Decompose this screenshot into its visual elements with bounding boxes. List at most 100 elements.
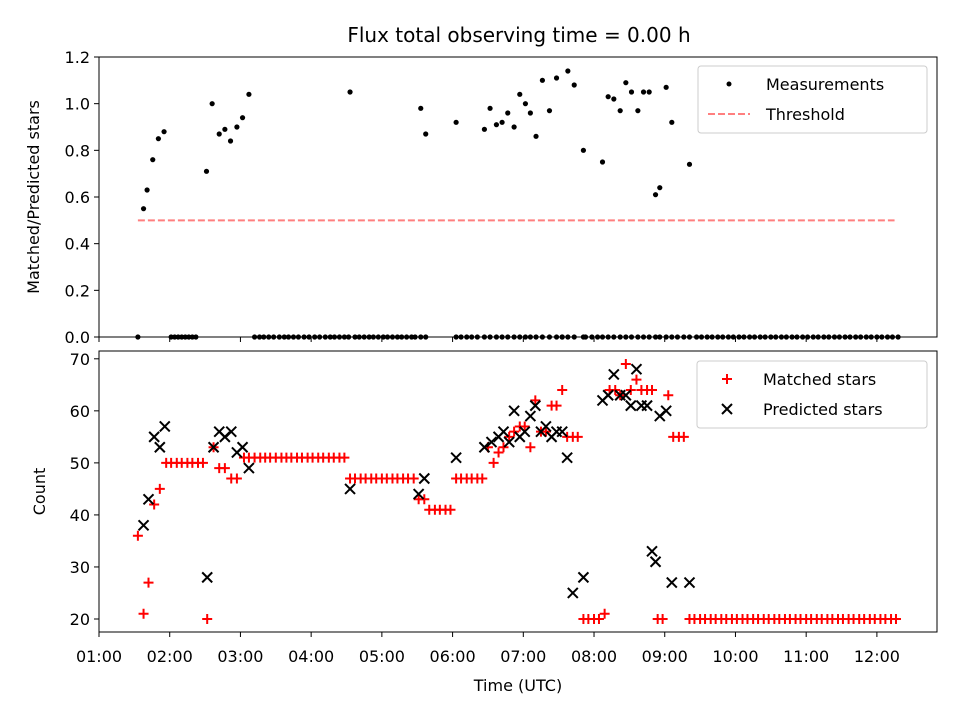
measurement-point — [580, 147, 587, 153]
measurement-point — [150, 157, 156, 163]
x-tick-label: 01:00 — [76, 647, 122, 666]
measurement-point — [646, 89, 652, 95]
x-tick-label: 02:00 — [147, 647, 193, 666]
predicted-star-point — [608, 368, 620, 381]
bottom-y-tick-label: 70 — [70, 350, 90, 369]
bottom-x-ticks: 01:00 02:00 03:00 04:00 05:00 06:00 07:00 08:00… — [76, 632, 900, 666]
top-x-ticks — [98, 337, 878, 342]
matched-star-point — [149, 499, 160, 510]
top-y-tick-label: 1.0 — [65, 95, 90, 114]
bottom-y-ticks: 20 30 40 50 60 70 — [70, 350, 99, 629]
predicted-star-point — [524, 410, 537, 422]
bottom-y-tick-label: 20 — [70, 610, 90, 629]
bottom-plot-marks — [132, 359, 901, 624]
bottom-legend: Matched stars Predicted stars — [696, 360, 928, 429]
matched-star-point — [519, 421, 530, 432]
measurement-point — [669, 119, 675, 125]
measurement-point — [617, 108, 623, 114]
bottom-axes-frame — [98, 350, 938, 633]
measurement-point — [623, 80, 629, 86]
matched-star-point — [551, 400, 562, 411]
matched-star-point — [509, 426, 520, 437]
measurement-point — [511, 124, 517, 130]
measurement-point — [239, 115, 246, 121]
matched-star-point — [631, 374, 642, 385]
predicted-star-point — [620, 389, 632, 401]
matched-star-point — [231, 473, 242, 484]
matched-star-point — [657, 613, 668, 624]
measurement-point — [222, 126, 228, 132]
matched-star-point — [557, 385, 568, 396]
measurement-point — [155, 136, 162, 142]
predicted-star-point — [683, 576, 696, 589]
x-tick-label: 03:00 — [217, 647, 263, 666]
measurement-point — [599, 159, 606, 165]
measurement-point — [522, 101, 529, 107]
measurement-point — [216, 131, 222, 137]
predicted-star-point — [412, 488, 425, 500]
matched-star-point — [572, 431, 583, 442]
matched-star-point — [678, 431, 689, 442]
bottom-y-tick-label: 60 — [70, 402, 90, 421]
top-y-tick-label: 0.6 — [65, 188, 90, 207]
measurement-point — [565, 68, 571, 74]
measurement-point — [144, 187, 150, 193]
predicted-star-point — [529, 399, 542, 412]
predicted-star-point — [567, 587, 579, 599]
top-y-tick-label: 1.2 — [65, 48, 90, 67]
predicted-star-point — [225, 425, 237, 438]
measurement-point — [652, 192, 659, 198]
predicted-star-point — [142, 493, 155, 506]
measurement-point — [571, 82, 577, 88]
predicted-star-point — [508, 405, 520, 417]
x-tick-label: 12:00 — [854, 647, 900, 666]
predicted-star-point — [497, 425, 510, 438]
predicted-star-point — [154, 441, 166, 453]
predicted-star-point — [159, 420, 171, 433]
matched-star-point — [493, 447, 504, 458]
top-y-tick-label: 0.8 — [65, 141, 90, 160]
measurement-point — [605, 94, 611, 100]
matched-star-point — [498, 442, 509, 453]
predicted-star-point — [201, 571, 213, 584]
bottom-y-tick-label: 30 — [70, 558, 90, 577]
top-legend: Measurements Threshold — [697, 65, 928, 134]
matched-star-point — [593, 613, 604, 624]
measurement-point — [553, 75, 560, 81]
matched-star-point — [339, 452, 350, 463]
top-panel: 0.0 0.2 0.4 0.6 0.8 1.0 1.2 Matched/Predicted … — [24, 48, 938, 347]
legend-label-measurements: Measurements — [766, 75, 884, 94]
top-y-tick-label: 0.2 — [65, 281, 90, 300]
matched-star-point — [143, 577, 154, 588]
predicted-star-point — [485, 436, 498, 448]
measurement-point — [499, 119, 505, 125]
predicted-star-point — [602, 389, 614, 401]
predicted-star-point — [630, 363, 643, 375]
measurement-point — [635, 108, 641, 114]
bottom-y-tick-label: 50 — [70, 454, 90, 473]
legend-marker-measurements — [726, 81, 732, 87]
predicted-star-point — [666, 576, 678, 589]
x-tick-label: 11:00 — [783, 647, 829, 666]
matched-star-point — [477, 473, 488, 484]
measurement-point — [686, 161, 693, 167]
x-tick-label: 05:00 — [359, 647, 405, 666]
measurement-point — [347, 89, 353, 95]
bottom-panel: 20 30 40 50 60 70 01:00 02:00 03:00 04:00 05:00 06… — [30, 350, 938, 695]
predicted-star-point — [660, 405, 672, 417]
matched-star-point — [408, 473, 419, 484]
predicted-star-point — [243, 462, 255, 474]
measurement-point — [517, 91, 523, 97]
measurement-point — [418, 105, 424, 111]
bottom-y-axis-label: Count — [30, 468, 49, 516]
predicted-star-point — [519, 425, 531, 438]
top-y-ticks: 0.0 0.2 0.4 0.6 0.8 1.0 1.2 — [65, 48, 99, 347]
measurement-point — [209, 101, 215, 107]
matched-star-point — [132, 530, 143, 541]
x-tick-label: 06:00 — [430, 647, 476, 666]
legend-label-threshold: Threshold — [765, 105, 845, 124]
predicted-star-point — [561, 451, 573, 464]
measurement-point — [453, 119, 459, 125]
predicted-star-point — [418, 472, 431, 485]
